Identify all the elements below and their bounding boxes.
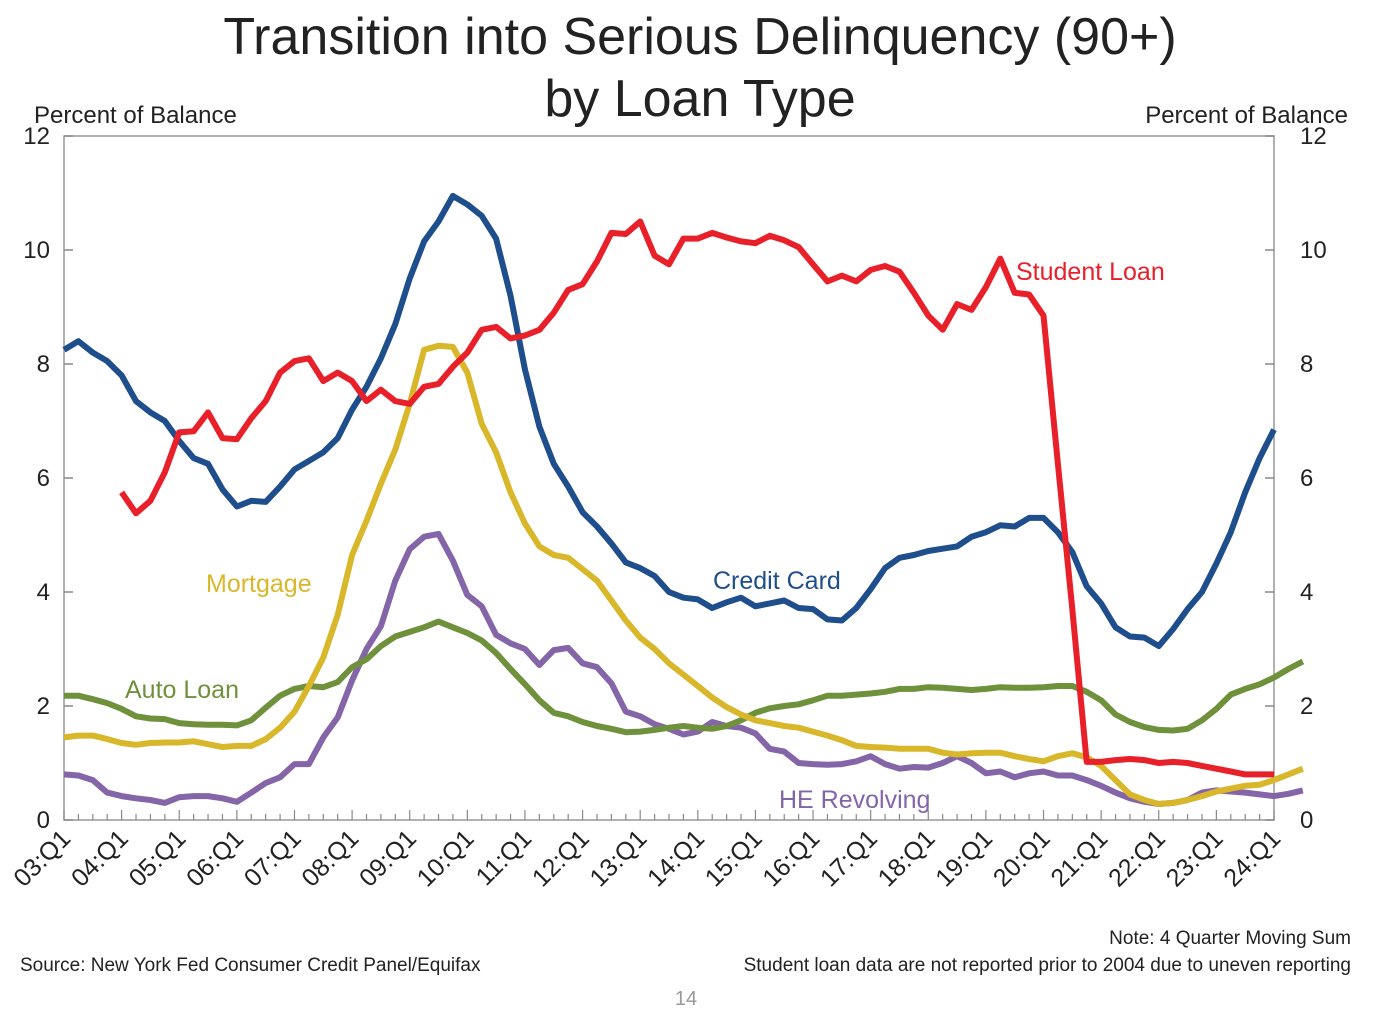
page-number: 14 [674, 988, 698, 1010]
y-tick-label-right: 12 [1300, 123, 1327, 150]
x-tick-label: 16:Q1 [757, 824, 825, 892]
x-tick-label: 24:Q1 [1218, 824, 1286, 892]
chart-title-line-1: Transition into Serious Delinquency (90+… [223, 8, 1177, 66]
y-tick-label-left: 0 [37, 807, 50, 834]
right-axis-unit-label: Percent of Balance [1145, 102, 1348, 129]
left-axis-unit-label: Percent of Balance [34, 102, 237, 129]
x-tick-label: 17:Q1 [815, 824, 883, 892]
y-tick-label-right: 0 [1300, 807, 1313, 834]
student-loan-note: Student loan data are not reported prior… [743, 955, 1351, 976]
y-tick-label-left: 2 [37, 693, 50, 720]
x-tick-label: 04:Q1 [66, 824, 134, 892]
x-tick-label: 11:Q1 [471, 824, 538, 891]
y-tick-label-right: 4 [1300, 579, 1313, 606]
x-tick-label: 05:Q1 [124, 824, 192, 892]
plot-frame [63, 135, 1275, 821]
y-tick-label-right: 6 [1300, 465, 1313, 492]
x-tick-label: 14:Q1 [642, 824, 710, 892]
y-tick-label-left: 8 [37, 351, 50, 378]
x-tick-label: 09:Q1 [354, 824, 422, 892]
x-tick-label: 08:Q1 [296, 824, 364, 892]
x-tick-label: 15:Q1 [700, 824, 768, 892]
x-tick-label: 03:Q1 [8, 824, 76, 892]
chart-title: Transition into Serious Delinquency (90+… [0, 6, 1400, 130]
series-line-credit-card [62, 192, 1277, 650]
source-note: Source: New York Fed Consumer Credit Pan… [20, 955, 481, 976]
series-label-auto-loan: Auto Loan [125, 676, 239, 704]
y-tick-label-left: 10 [23, 237, 50, 264]
x-tick-label: 21:Q1 [1045, 824, 1113, 892]
y-tick-label-left: 4 [37, 579, 50, 606]
y-tick-label-right: 10 [1300, 237, 1327, 264]
series-label-mortgage: Mortgage [206, 570, 312, 598]
series-line-auto-loan [64, 618, 1305, 736]
x-tick-label: 07:Q1 [239, 824, 307, 892]
y-tick-label-left: 12 [23, 123, 50, 150]
series-label-student-loan: Student Loan [1016, 258, 1165, 286]
series-line-he-revolving [63, 530, 1304, 807]
chart-title-line-2: by Loan Type [544, 70, 856, 128]
y-tick-label-right: 8 [1300, 351, 1313, 378]
y-tick-label-left: 6 [37, 465, 50, 492]
x-tick-label: 18:Q1 [873, 824, 941, 892]
x-tick-label: 20:Q1 [988, 824, 1056, 892]
x-tick-label: 12:Q1 [527, 824, 595, 892]
series-label-credit-card: Credit Card [713, 567, 841, 595]
series-line-student-loan [119, 218, 1274, 778]
x-tick-label: 23:Q1 [1161, 824, 1229, 892]
series-label-he-revolving: HE Revolving [779, 786, 930, 814]
x-tick-label: 19:Q1 [930, 824, 998, 892]
note-moving-sum: Note: 4 Quarter Moving Sum [1109, 928, 1351, 949]
x-tick-label: 06:Q1 [181, 824, 249, 892]
x-tick-label: 22:Q1 [1103, 824, 1171, 892]
x-tick-label: 10:Q1 [412, 824, 480, 892]
y-tick-label-right: 2 [1300, 693, 1313, 720]
x-tick-label: 13:Q1 [584, 824, 652, 892]
